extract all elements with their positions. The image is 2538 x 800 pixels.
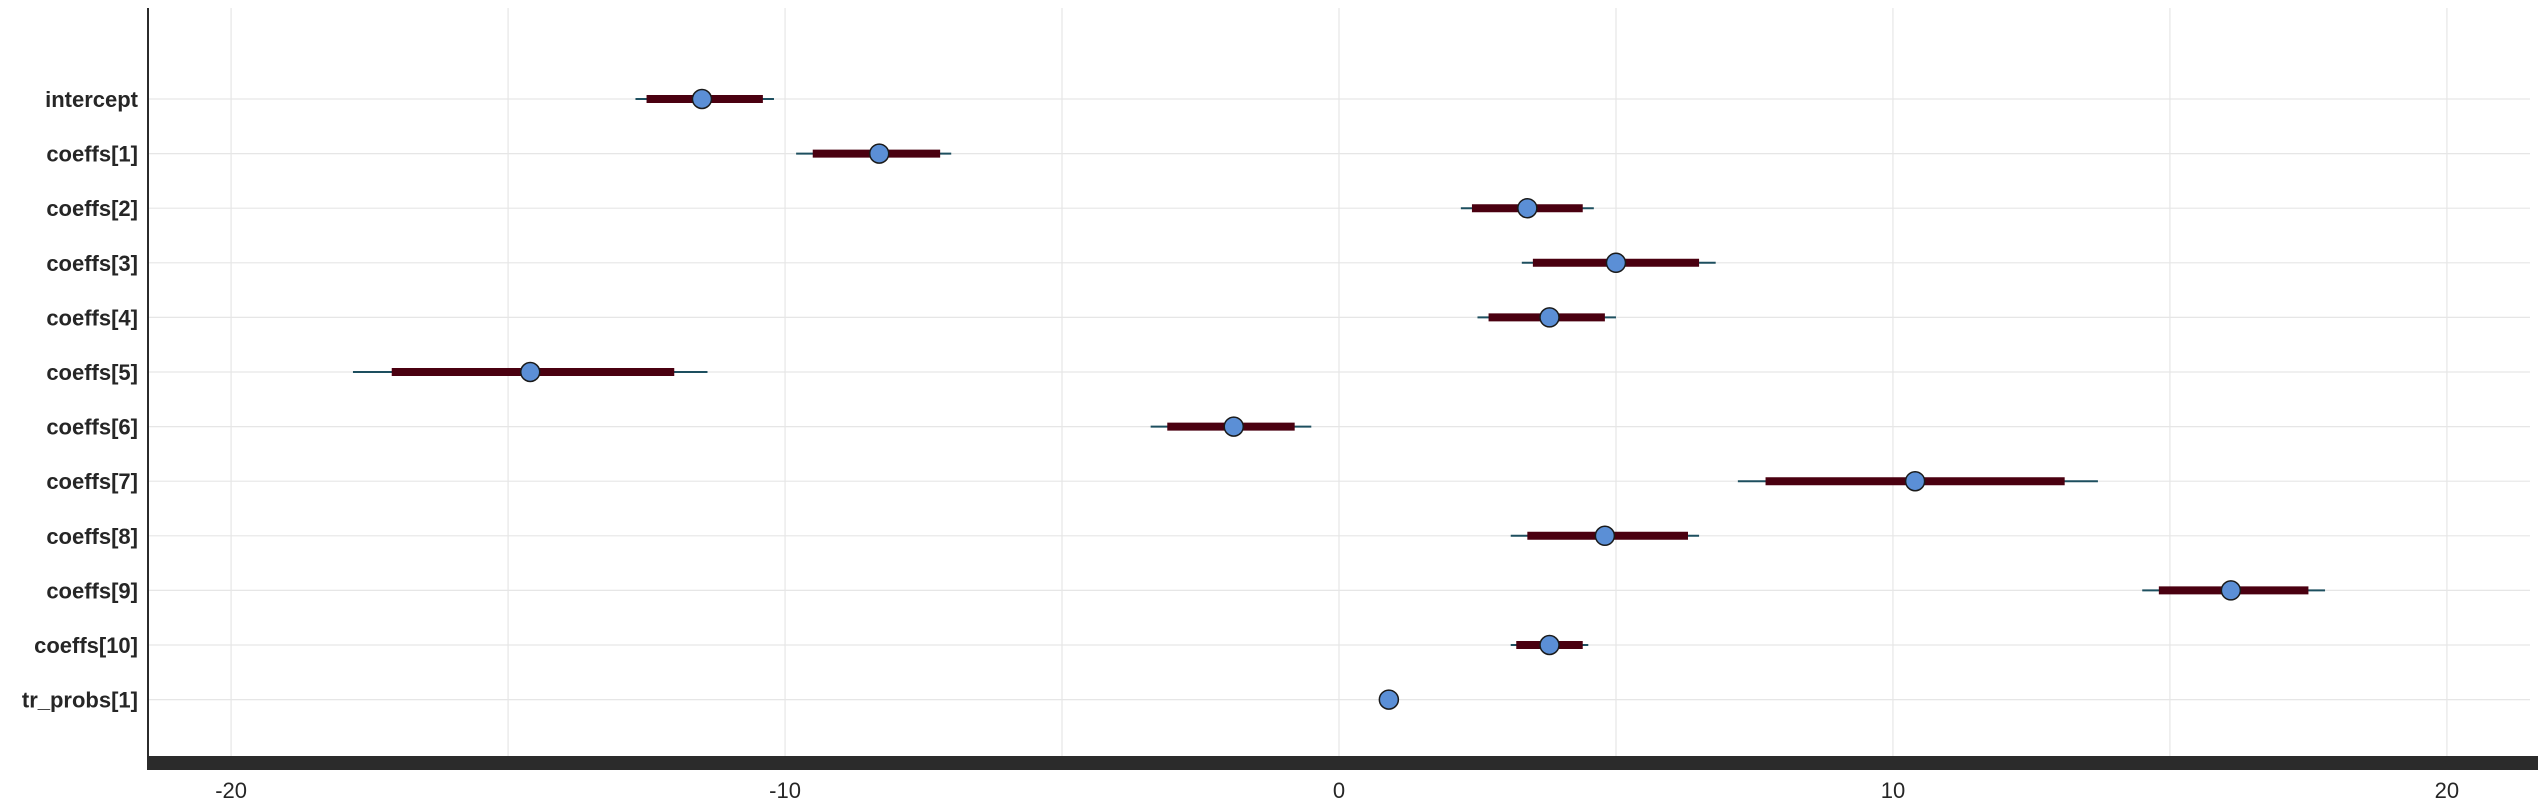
estimate-point: [1605, 252, 1627, 274]
estimate-coeffs[5]: [352, 361, 708, 383]
y-tick-label: coeffs[9]: [46, 578, 138, 603]
estimate-coeffs[4]: [1477, 307, 1616, 328]
estimate-coeffs[8]: [1510, 525, 1700, 547]
estimate-point: [1594, 525, 1616, 547]
y-tick-label: coeffs[5]: [46, 360, 138, 385]
estimate-coeffs[2]: [1460, 197, 1594, 219]
estimate-coeffs[10]: [1510, 634, 1589, 656]
y-tick-label: coeffs[6]: [46, 415, 138, 440]
estimate-coeffs[3]: [1521, 252, 1716, 274]
x-tick-label: -20: [215, 778, 247, 800]
estimate-point: [1223, 416, 1244, 437]
y-axis: intercept coeffs[1] coeffs[2] coeffs[3] coef…: [22, 8, 149, 770]
estimate-point: [519, 361, 541, 383]
y-tick-label: coeffs[7]: [46, 469, 138, 494]
estimate-coeffs[9]: [2142, 580, 2326, 601]
estimate-point: [1904, 470, 1926, 492]
estimate-coeffs[1]: [796, 143, 952, 164]
estimate-point: [868, 143, 890, 164]
y-tick-label: coeffs[10]: [34, 633, 138, 658]
x-tick-label: 0: [1333, 778, 1345, 800]
estimate-coeffs[7]: [1737, 470, 2098, 492]
x-axis-line: [148, 756, 2538, 770]
estimate-point: [1517, 197, 1538, 219]
estimate-point: [1378, 689, 1400, 710]
estimate-point: [691, 88, 713, 110]
y-tick-label: coeffs[3]: [46, 251, 138, 276]
estimate-point: [1539, 634, 1560, 656]
estimate-point: [2220, 580, 2242, 601]
estimate-tr_probs[1]: [1378, 689, 1400, 710]
estimate-intercept: [635, 88, 774, 110]
grid-lines: [148, 8, 2530, 756]
x-tick-label: 10: [1881, 778, 1905, 800]
estimate-coeffs[6]: [1150, 416, 1312, 437]
y-tick-label: tr_probs[1]: [22, 688, 138, 713]
y-tick-label: coeffs[2]: [46, 196, 138, 221]
x-tick-label: -10: [769, 778, 801, 800]
y-tick-label: coeffs[4]: [46, 305, 138, 330]
y-tick-label: coeffs[1]: [46, 142, 138, 167]
x-axis: -20 -10 0 10 20: [148, 756, 2538, 800]
interval-marks: [352, 88, 2326, 710]
estimate-point: [1539, 307, 1560, 328]
y-tick-label: intercept: [45, 87, 139, 112]
x-tick-label: 20: [2435, 778, 2459, 800]
y-tick-label: coeffs[8]: [46, 524, 138, 549]
